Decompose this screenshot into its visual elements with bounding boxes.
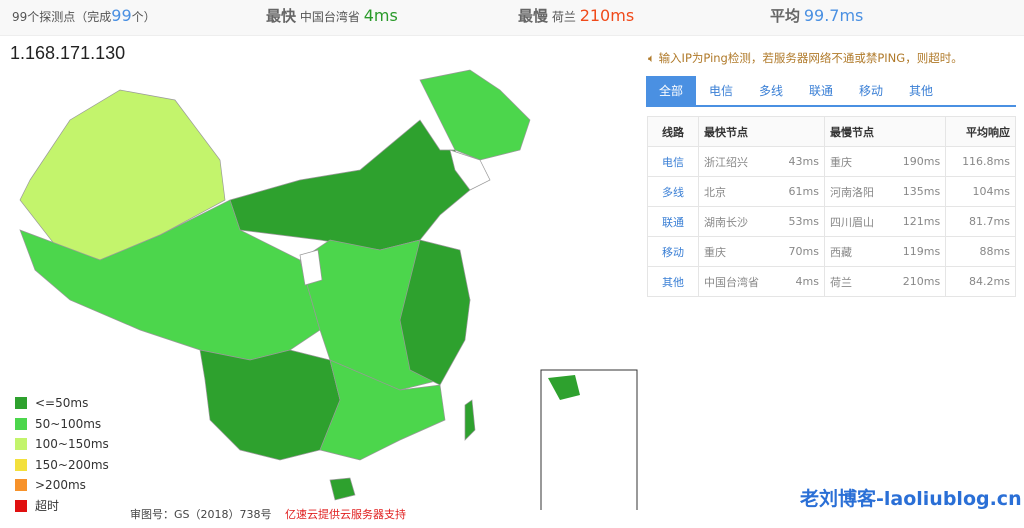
legend-item: >200ms [15,475,109,496]
cell: 210ms [888,266,947,297]
ip-address: 1.168.171.130 [10,43,126,63]
slowest: 最慢 荷兰 210ms [518,6,635,25]
legend-swatch [15,438,27,451]
speaker-icon: 🔈︎ [648,51,655,65]
region-ningxia-blank [299,249,323,286]
cell: 4ms [776,266,825,297]
line-type: 联通 [647,206,699,237]
region-north [229,119,471,251]
cell: 84.2ms [945,266,1016,297]
cell: 重庆 [698,236,777,267]
region-hainan [329,477,356,501]
legend-item: <=50ms [15,393,109,414]
cell: 119ms [888,236,947,267]
cell: 88ms [945,236,1016,267]
notice: 🔈︎ 输入IP为Ping检测，若服务器网络不通或禁PING，则超时。 [648,51,963,65]
legend-item: 100~150ms [15,434,109,455]
tab-mobile[interactable]: 移动 [858,84,883,98]
cell: 北京 [698,176,777,207]
region-xinjiang [19,89,226,261]
cell: 重庆 [823,146,889,177]
cell: 四川眉山 [823,206,889,237]
tab-multiline[interactable]: 多线 [758,84,783,98]
line-type: 多线 [647,176,699,207]
region-northeast [419,69,531,161]
results-table: 线路 最快节点 最慢节点 平均响应 电信 浙江绍兴 43ms 重庆 190ms 116.8… [647,116,1016,297]
cell: 61ms [776,176,825,207]
legend-swatch [15,417,27,430]
legend-swatch [15,479,27,492]
cell: 中国台湾省 [698,266,777,297]
cell: 135ms [888,176,947,207]
isp-tabs: 全部 电信 多线 联通 移动 其他 [646,76,1016,107]
cell: 浙江绍兴 [698,146,777,177]
legend-swatch [15,397,27,410]
tab-other[interactable]: 其他 [908,84,933,98]
cell: 湖南长沙 [698,206,777,237]
tab-all[interactable]: 全部 [646,76,696,105]
legend-item: 150~200ms [15,455,109,476]
cell: 81.7ms [945,206,1016,237]
watermark: 老刘博客-laoliublog.cn [800,488,1022,510]
line-type: 其他 [647,266,699,297]
table-header: 线路 最快节点 最慢节点 平均响应 [647,116,1016,147]
cell: 70ms [776,236,825,267]
table-row: 多线 北京 61ms 河南洛阳 135ms 104ms [647,176,1016,207]
sponsor-link[interactable]: 亿速云提供云服务器支持 [285,508,406,521]
region-tibet-qinghai [19,199,321,361]
nodes-count: 99个探测点（完成99个） [12,6,156,25]
cell: 121ms [888,206,947,237]
summary-bar: 99个探测点（完成99个） 最快 中国台湾省 4ms 最慢 荷兰 210ms 平… [0,0,1024,36]
map-approval-number: 审图号：GS（2018）738号 [130,508,272,521]
legend-swatch [15,499,27,512]
tab-unicom[interactable]: 联通 [808,84,833,98]
table-row: 电信 浙江绍兴 43ms 重庆 190ms 116.8ms [647,146,1016,177]
line-type: 移动 [647,236,699,267]
region-beijing-blank [449,149,491,191]
legend-swatch [15,458,27,471]
cell: 43ms [776,146,825,177]
fastest: 最快 中国台湾省 4ms [266,6,398,25]
region-south [319,359,446,461]
table-row: 移动 重庆 70ms 西藏 119ms 88ms [647,236,1016,267]
china-ping-map [19,69,638,510]
region-southwest [199,349,341,461]
average: 平均 99.7ms [770,6,864,25]
region-taiwan [464,399,476,441]
cell: 104ms [945,176,1016,207]
cell: 西藏 [823,236,889,267]
tab-telecom[interactable]: 电信 [708,84,733,98]
legend-item: 50~100ms [15,414,109,435]
table-row: 联通 湖南长沙 53ms 四川眉山 121ms 81.7ms [647,206,1016,237]
legend: <=50ms 50~100ms 100~150ms 150~200ms >200… [15,393,109,516]
table-row: 其他 中国台湾省 4ms 荷兰 210ms 84.2ms [647,266,1016,297]
cell: 190ms [888,146,947,177]
legend-item: 超时 [15,496,109,517]
line-type: 电信 [647,146,699,177]
cell: 河南洛阳 [823,176,889,207]
cell: 53ms [776,206,825,237]
cell: 116.8ms [945,146,1016,177]
cell: 荷兰 [823,266,889,297]
